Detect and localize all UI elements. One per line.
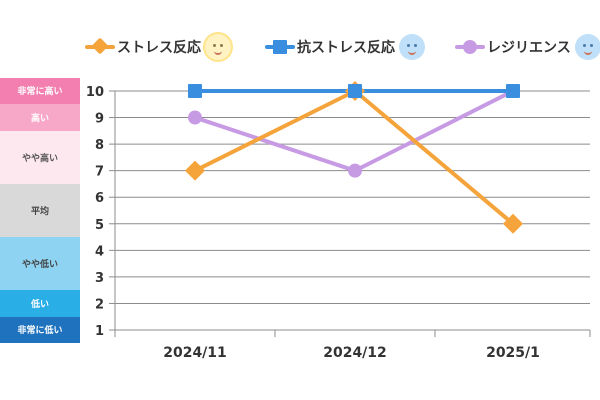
chart-legend: ストレス反応 抗ストレス反応 レジリエンス [0, 30, 600, 64]
level-row: 平均 [0, 183, 80, 238]
data-point-square [506, 84, 520, 98]
level-row: やや低い [0, 237, 80, 291]
data-point-circle [188, 110, 202, 125]
data-point-square [348, 84, 362, 98]
series-line [194, 89, 515, 226]
x-category-label: 2024/11 [163, 345, 227, 361]
level-label: 平均 [30, 206, 49, 217]
level-label: やや低い [21, 260, 58, 271]
level-row: 非常に低い [0, 316, 80, 344]
level-row: 非常に高い [0, 77, 80, 105]
data-point-diamond [503, 213, 523, 234]
y-tick-label: 3 [95, 271, 104, 286]
series-line [194, 89, 514, 173]
legend-label: 抗ストレス反応 [297, 40, 395, 56]
level-label: 非常に低い [17, 326, 63, 337]
bubble-face-icon [574, 34, 600, 60]
legend-item: ストレス反応 [85, 30, 231, 64]
sun-face-icon [205, 34, 231, 60]
y-tick-label: 6 [95, 191, 104, 206]
level-label: やや高い [21, 153, 58, 164]
y-tick-label: 1 [95, 324, 104, 339]
data-point-square [188, 84, 202, 98]
x-category-label: 2025/1 [486, 345, 540, 361]
level-label: 低い [30, 299, 49, 310]
legend-marker-icon [85, 37, 115, 57]
legend-label: ストレス反応 [117, 40, 201, 56]
y-tick-label: 4 [95, 244, 104, 259]
legend-label: レジリエンス [487, 40, 571, 56]
level-row: やや高い [0, 130, 80, 184]
level-label: 非常に高い [17, 87, 63, 98]
legend-marker-icon [455, 37, 485, 57]
y-tick-label: 7 [95, 165, 104, 180]
data-point-diamond [185, 160, 205, 181]
x-category-label: 2024/12 [323, 345, 387, 361]
data-point-circle [348, 163, 362, 178]
level-label: 高い [30, 114, 49, 125]
level-row: 高い [0, 104, 80, 131]
y-tick-label: 5 [95, 218, 104, 233]
legend-item: レジリエンス [455, 30, 600, 64]
blue-face-icon [399, 34, 425, 60]
y-tick-label: 9 [95, 112, 104, 127]
legend-marker-icon [265, 37, 295, 57]
y-tick-label: 2 [95, 297, 104, 312]
level-row: 低い [0, 290, 80, 317]
y-tick-label: 10 [86, 85, 104, 100]
y-tick-label: 8 [95, 138, 104, 153]
legend-item: 抗ストレス反応 [265, 30, 425, 64]
